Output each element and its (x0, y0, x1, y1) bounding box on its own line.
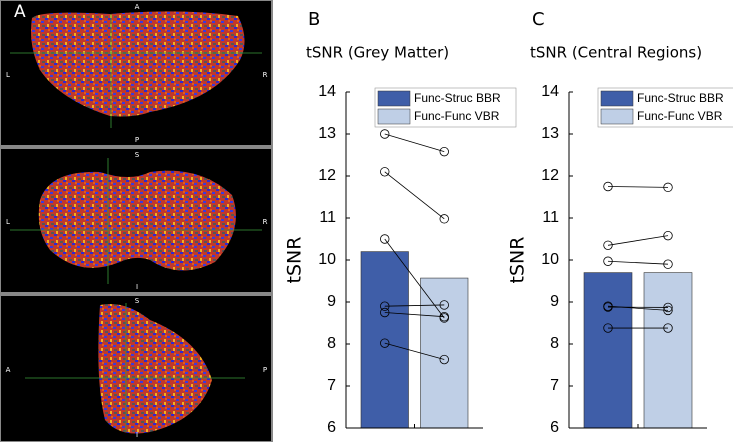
subject-line (607, 260, 669, 265)
panel-label: A (14, 2, 26, 22)
legend-label: Func-Func VBR (637, 109, 723, 123)
orientation-label: R (263, 218, 268, 226)
subject-point (663, 259, 673, 269)
chart-title: tSNR (Central Regions) (530, 44, 702, 62)
subject-point (439, 214, 449, 224)
legend-swatch (600, 108, 634, 125)
subject-point (380, 307, 390, 318)
crosshair (10, 14, 262, 432)
subject-point (439, 312, 449, 322)
orientation-label: I (136, 283, 138, 291)
y-axis-label: tSNR (507, 237, 529, 284)
y-tick-label: 14 (318, 83, 336, 100)
y-tick-label: 13 (541, 125, 559, 142)
brain-slice (31, 11, 245, 117)
subject-point (380, 338, 390, 348)
legend-label: Func-Struc BBR (637, 91, 724, 105)
subject-point (663, 305, 673, 316)
panel-a: A A L R P S L R I S A P I (0, 0, 273, 442)
orientation-label: A (6, 366, 11, 374)
legend-label: Func-Struc BBR (414, 91, 501, 105)
panel-label: B (308, 9, 320, 30)
y-tick-label: 9 (327, 293, 336, 310)
y-tick-label: 12 (541, 167, 559, 184)
y-tick-label: 7 (327, 377, 336, 394)
subject-point (603, 302, 613, 312)
legend-swatch (377, 108, 411, 125)
subject-line (607, 186, 669, 188)
y-tick-label: 9 (550, 293, 559, 310)
y-tick-label: 14 (541, 83, 559, 100)
y-tick-label: 10 (541, 251, 559, 268)
subject-point (380, 301, 390, 311)
subject-point (380, 234, 390, 244)
y-tick-label: 11 (319, 209, 336, 226)
brain-slice (38, 170, 236, 271)
orientation-label: R (263, 71, 268, 79)
y-tick-label: 8 (327, 335, 336, 352)
subject-point (603, 181, 613, 192)
orientation-label: L (6, 71, 10, 79)
orientation-label: L (6, 218, 10, 226)
legend-swatch (600, 90, 634, 107)
y-tick-label: 6 (550, 419, 559, 436)
orientation-label: P (135, 136, 139, 144)
subject-point (380, 167, 390, 177)
legend-label: Func-Func VBR (414, 109, 500, 123)
y-tick-label: 6 (327, 419, 336, 436)
brain-slice (98, 304, 212, 434)
subject-point (439, 354, 449, 365)
y-tick-label: 8 (550, 335, 559, 352)
subject-point (439, 300, 449, 310)
orientation-label: P (263, 366, 267, 374)
subject-point (663, 323, 673, 333)
panel-label: C (532, 9, 545, 30)
bar (583, 272, 633, 429)
subject-point (603, 240, 613, 251)
subject-point (663, 230, 673, 241)
orientation-label: A (135, 3, 140, 11)
y-tick-label: 13 (318, 125, 336, 142)
y-tick-label: 12 (318, 167, 336, 184)
subject-line (607, 235, 669, 246)
subject-point (663, 182, 673, 193)
chart-title: tSNR (Grey Matter) (306, 44, 449, 62)
subject-point (603, 323, 613, 333)
subject-point (663, 302, 673, 313)
legend-swatch (377, 90, 411, 107)
subject-line (384, 312, 445, 318)
y-tick-label: 10 (318, 251, 336, 268)
subject-line (384, 342, 445, 360)
y-tick-label: 7 (550, 377, 559, 394)
orientation-label: I (136, 431, 138, 439)
bar (643, 272, 693, 429)
orientation-label: S (135, 151, 140, 159)
bar (360, 251, 409, 429)
subject-line (384, 304, 445, 307)
y-tick-label: 11 (542, 209, 559, 226)
orientation-label: S (135, 297, 140, 305)
y-axis-label: tSNR (284, 237, 306, 284)
subject-point (603, 256, 613, 266)
subject-point (380, 129, 390, 139)
subject-line (384, 171, 445, 220)
subject-point (439, 146, 449, 157)
subject-line (384, 133, 445, 153)
